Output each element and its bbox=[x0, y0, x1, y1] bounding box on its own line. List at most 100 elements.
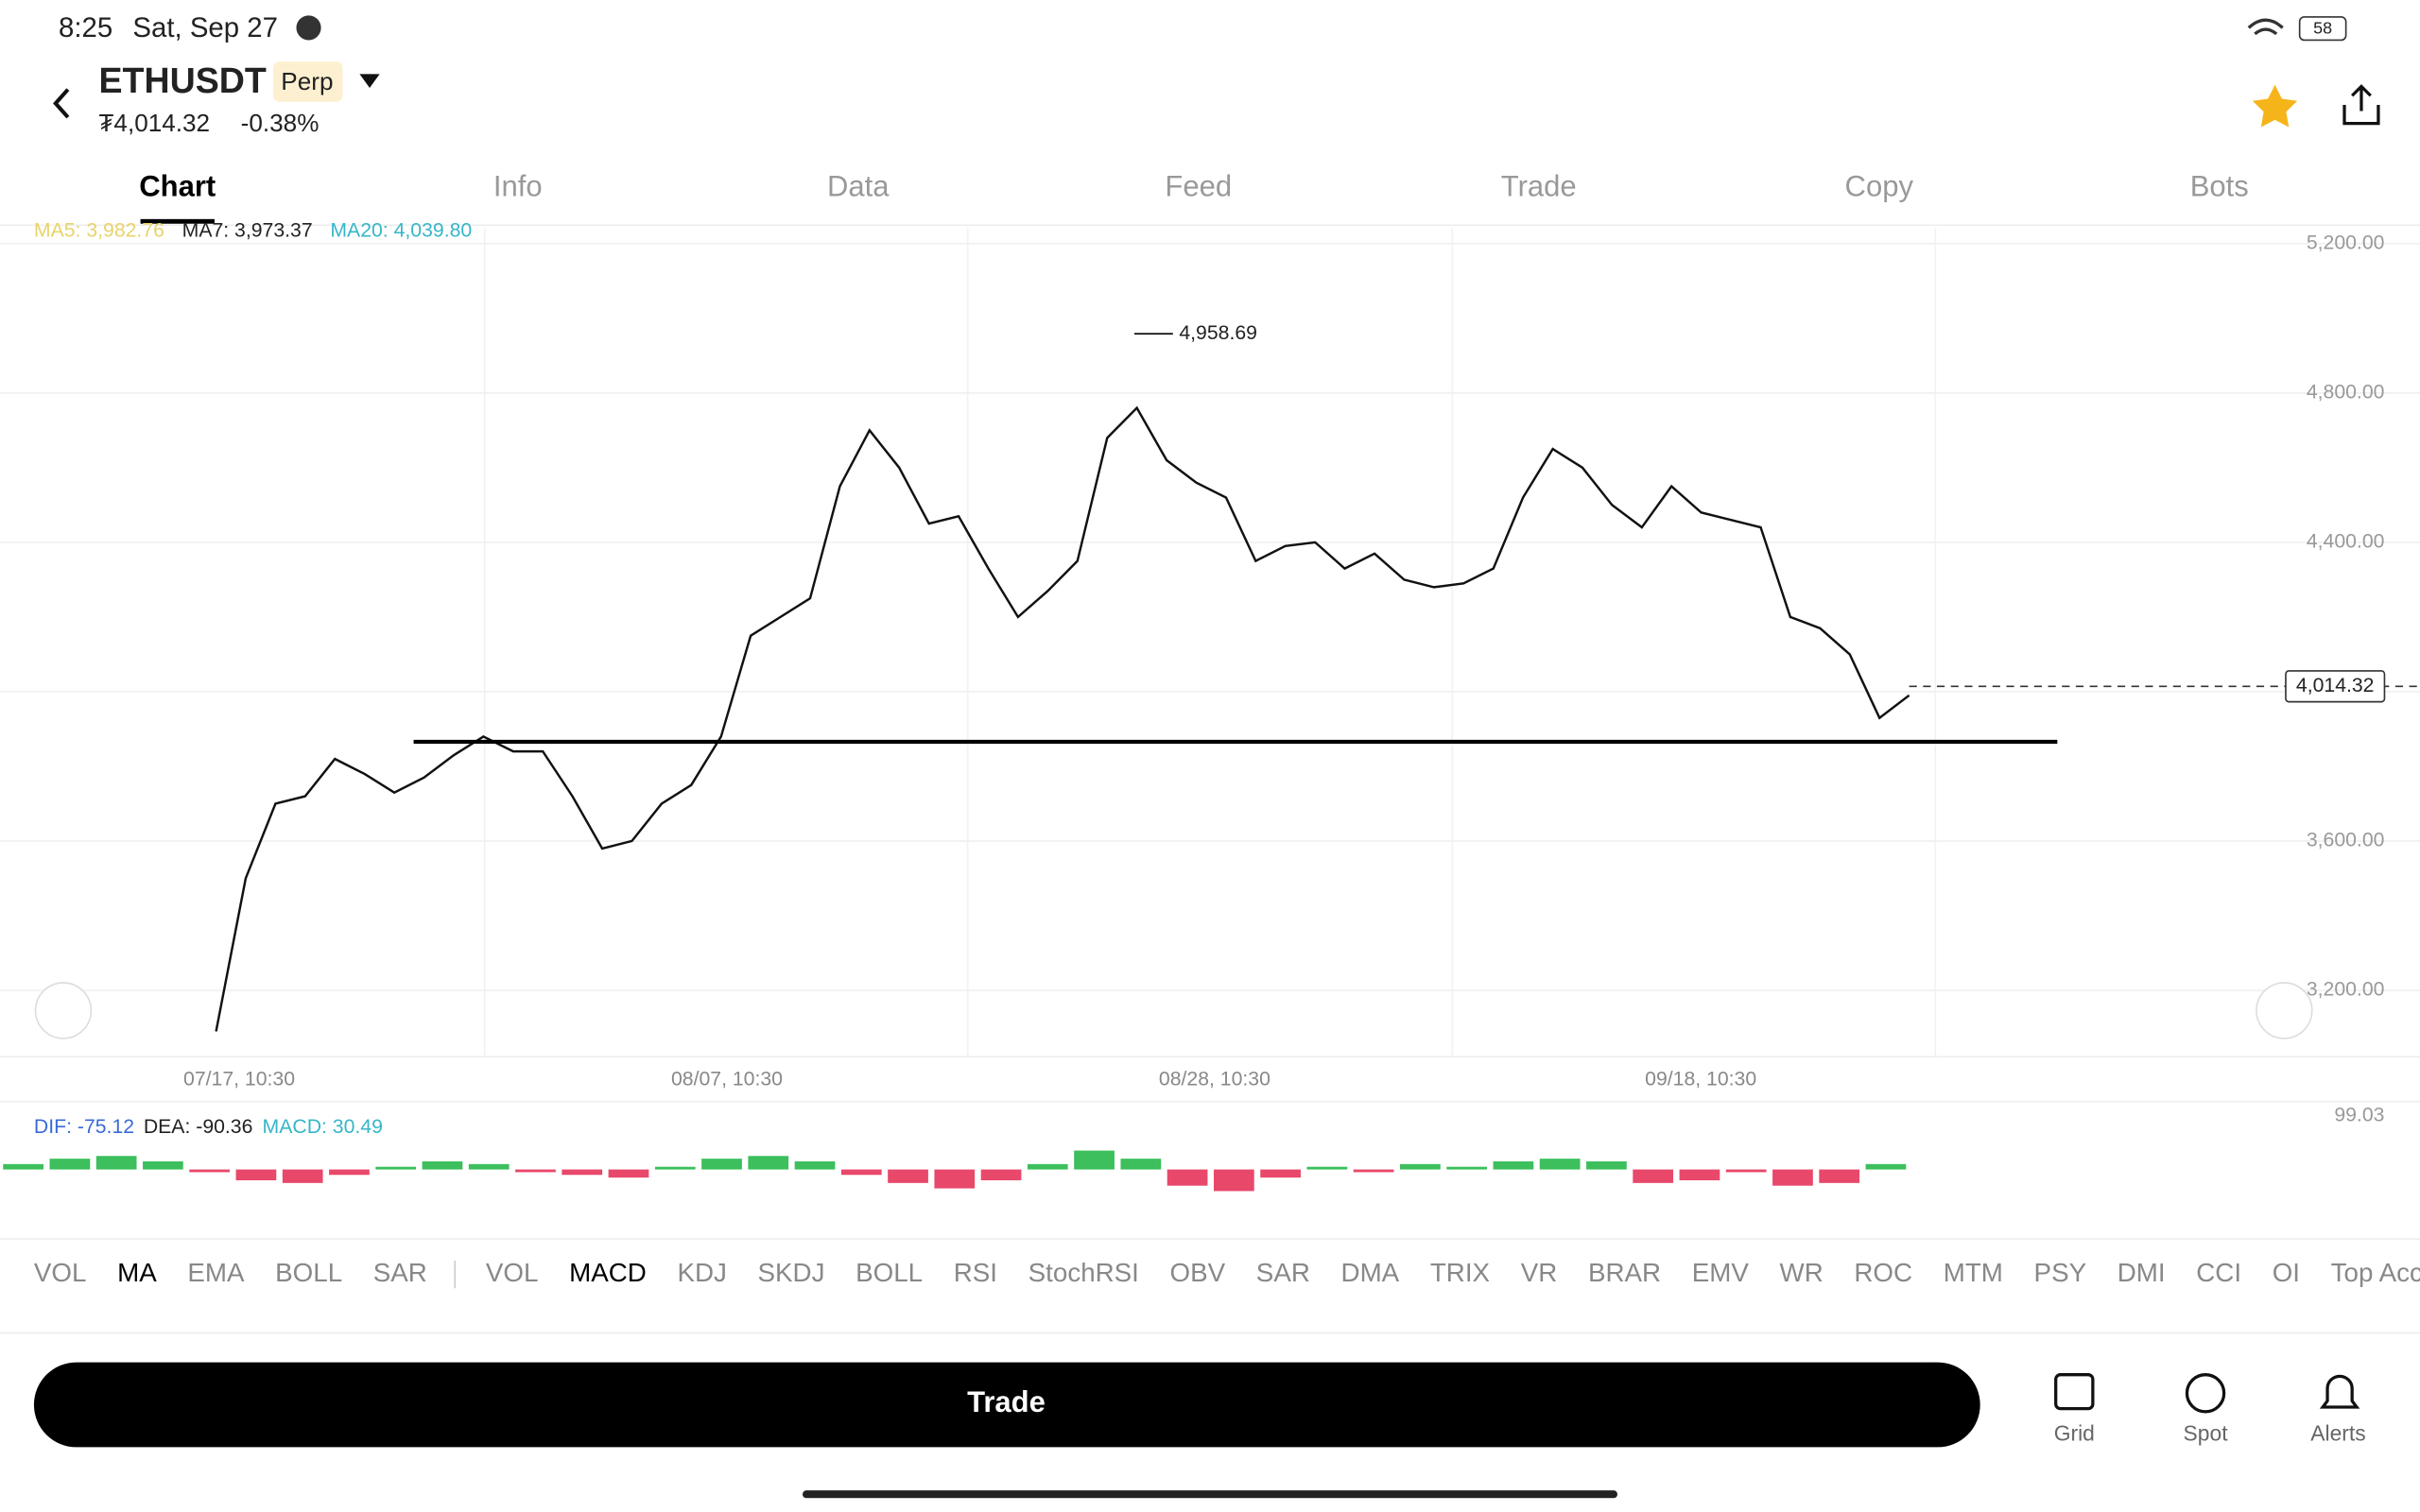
favorite[interactable] bbox=[2252, 84, 2298, 128]
macd-bar bbox=[1679, 1169, 1720, 1180]
share[interactable] bbox=[2342, 84, 2380, 126]
macd-bar bbox=[1586, 1160, 1627, 1170]
macd-bar bbox=[1400, 1163, 1441, 1170]
macd-bar bbox=[1306, 1166, 1348, 1170]
indicator[interactable]: CCI bbox=[2196, 1258, 2241, 1287]
macd-dea: DEA: -90.36 bbox=[144, 1116, 253, 1138]
macd-bar bbox=[654, 1166, 696, 1170]
y-tick-label: 3,200.00 bbox=[2307, 979, 2385, 1001]
macd-bar bbox=[1074, 1150, 1115, 1170]
indicator[interactable]: ROC bbox=[1854, 1258, 1912, 1287]
macd-bar bbox=[562, 1169, 603, 1176]
macd-bar bbox=[934, 1169, 976, 1189]
fb-icon bbox=[296, 15, 321, 41]
macd-bar bbox=[3, 1163, 43, 1170]
macd-bar bbox=[608, 1169, 649, 1178]
indicator[interactable]: WR bbox=[1780, 1258, 1824, 1287]
indicator[interactable]: OBV bbox=[1170, 1258, 1226, 1287]
macd-bar bbox=[1027, 1163, 1068, 1170]
x-tick-label: 08/07, 10:30 bbox=[671, 1068, 783, 1090]
tab[interactable]: Chart bbox=[139, 169, 216, 202]
grid-icon[interactable] bbox=[2054, 1373, 2095, 1411]
tab[interactable]: Info bbox=[493, 169, 543, 202]
wifi bbox=[2247, 18, 2284, 36]
ma-legend: MA5: 3,982.76 bbox=[34, 220, 164, 242]
indicator[interactable]: TRIX bbox=[1430, 1258, 1490, 1287]
indicator[interactable]: MTM bbox=[1944, 1258, 2003, 1287]
macd-bar bbox=[49, 1159, 91, 1170]
perp-tag: Perp bbox=[281, 67, 333, 95]
tab[interactable]: Data bbox=[827, 169, 890, 202]
macd-bar bbox=[189, 1169, 231, 1173]
symbol[interactable]: ETHUSDT bbox=[98, 60, 266, 100]
y-tick-label: 3,600.00 bbox=[2307, 830, 2385, 851]
spot-icon[interactable] bbox=[2185, 1373, 2226, 1414]
indicator[interactable]: DMI bbox=[2118, 1258, 2166, 1287]
x-tick-label: 07/17, 10:30 bbox=[183, 1068, 295, 1090]
indicator[interactable]: EMV bbox=[1692, 1258, 1750, 1287]
alerts-label[interactable]: Alerts bbox=[2310, 1420, 2365, 1445]
indicator[interactable]: SAR bbox=[373, 1258, 427, 1287]
price: ₮4,014.32 bbox=[98, 109, 210, 137]
macd-bar bbox=[1633, 1169, 1674, 1183]
indicator[interactable]: VOL bbox=[486, 1258, 539, 1287]
indicator[interactable]: SAR bbox=[1256, 1258, 1310, 1287]
macd-scale: 99.03 bbox=[2334, 1105, 2384, 1126]
eye-button[interactable] bbox=[2256, 982, 2313, 1040]
x-tick-label: 09/18, 10:30 bbox=[1645, 1068, 1756, 1090]
trade-button-label[interactable]: Trade bbox=[967, 1385, 1046, 1418]
macd-bar bbox=[1353, 1169, 1394, 1173]
tab[interactable]: Feed bbox=[1165, 169, 1232, 202]
macd-value: MACD: 30.49 bbox=[263, 1116, 383, 1138]
indicator[interactable]: DMA bbox=[1341, 1258, 1400, 1287]
indicator[interactable]: KDJ bbox=[677, 1258, 726, 1287]
indicator[interactable]: MACD bbox=[569, 1258, 647, 1287]
spot-label[interactable]: Spot bbox=[2184, 1420, 2229, 1445]
status-time: 8:25 bbox=[59, 12, 112, 43]
macd-bar bbox=[1493, 1160, 1534, 1170]
alerts-icon[interactable] bbox=[2319, 1374, 2360, 1409]
x-tick-label: 08/28, 10:30 bbox=[1159, 1068, 1270, 1090]
tab[interactable]: Copy bbox=[1845, 169, 1914, 202]
macd-bar bbox=[1865, 1163, 1907, 1170]
macd-bar bbox=[1213, 1169, 1254, 1192]
indicator[interactable]: VR bbox=[1521, 1258, 1558, 1287]
indicator[interactable]: SKDJ bbox=[758, 1258, 825, 1287]
macd-bar bbox=[143, 1160, 183, 1170]
y-tick-label: 4,400.00 bbox=[2307, 531, 2385, 553]
macd-bar bbox=[1772, 1169, 1813, 1186]
tab[interactable]: Trade bbox=[1501, 169, 1577, 202]
trade-button[interactable] bbox=[33, 1362, 1980, 1448]
back[interactable] bbox=[53, 88, 70, 119]
indicator[interactable]: MA bbox=[117, 1258, 157, 1287]
indicator[interactable]: RSI bbox=[954, 1258, 997, 1287]
macd-bar bbox=[1260, 1169, 1301, 1178]
indicator[interactable]: StochRSI bbox=[1028, 1258, 1139, 1287]
indicator[interactable]: BRAR bbox=[1588, 1258, 1661, 1287]
grid-label[interactable]: Grid bbox=[2054, 1420, 2095, 1445]
dropdown[interactable] bbox=[359, 74, 380, 89]
macd-bar bbox=[468, 1163, 510, 1170]
indicator[interactable]: Top Acc. bbox=[2331, 1258, 2420, 1287]
macd-bar bbox=[282, 1169, 323, 1183]
high-label: 4,958.69 bbox=[1179, 322, 1257, 344]
indicator[interactable]: BOLL bbox=[275, 1258, 342, 1287]
indicator[interactable]: OI bbox=[2273, 1258, 2300, 1287]
indicator[interactable]: VOL bbox=[34, 1258, 87, 1287]
change: -0.38% bbox=[241, 109, 320, 137]
indicator[interactable]: PSY bbox=[2034, 1258, 2087, 1287]
perp-badge bbox=[272, 61, 343, 102]
macd-bar bbox=[329, 1169, 370, 1176]
macd-bar bbox=[95, 1156, 137, 1170]
price-line bbox=[215, 405, 1910, 1032]
indicator[interactable]: BOLL bbox=[856, 1258, 923, 1287]
macd-bar bbox=[422, 1160, 463, 1170]
expand-button[interactable] bbox=[34, 982, 93, 1040]
indicator[interactable]: EMA bbox=[187, 1258, 245, 1287]
tab[interactable]: Bots bbox=[2190, 169, 2249, 202]
macd-bar bbox=[375, 1166, 417, 1170]
home-indicator bbox=[802, 1490, 1618, 1499]
macd-bar bbox=[748, 1156, 789, 1170]
